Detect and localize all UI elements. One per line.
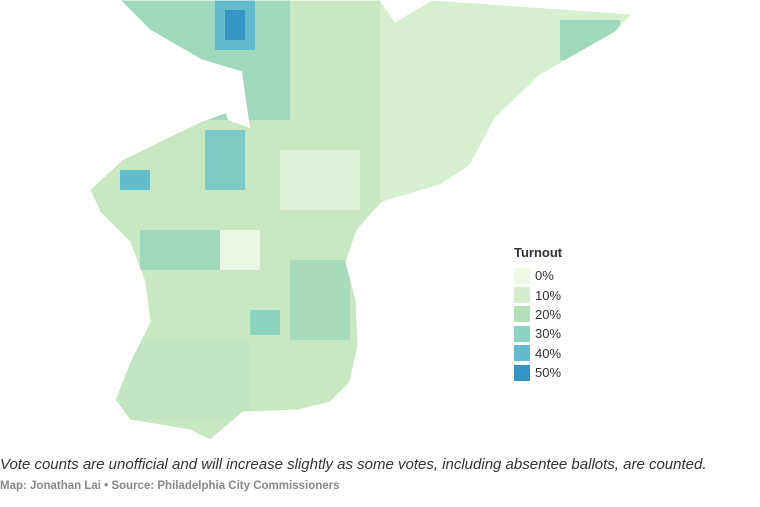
turnout-choropleth-map[interactable] [0, 0, 760, 450]
legend-swatch [514, 345, 530, 362]
south-high-area [250, 310, 280, 335]
legend-item: 0% [514, 266, 562, 285]
south-area [290, 260, 350, 340]
legend-label: 0% [535, 268, 554, 284]
legend-swatch [514, 364, 530, 381]
city-precincts [90, 0, 632, 440]
legend-item: 40% [514, 344, 562, 363]
north-central-area [280, 150, 360, 210]
legend-item: 20% [514, 305, 562, 324]
west-high-area [120, 170, 150, 190]
river-gap [222, 72, 250, 128]
legend-label: 20% [535, 306, 562, 322]
city-boundary [89, 0, 634, 441]
credit-line: Map: Jonathan Lai • Source: Philadelphia… [0, 480, 340, 492]
legend-swatch [514, 325, 530, 342]
west-area [140, 230, 220, 270]
southwest-area [120, 340, 250, 420]
legend-label: 50% [535, 365, 562, 381]
legend-title: Turnout [514, 245, 563, 260]
highest-turnout-area [225, 10, 245, 40]
legend-item: 10% [514, 285, 562, 304]
park-area [205, 130, 245, 190]
legend-swatch [514, 287, 530, 304]
legend-swatch [514, 306, 530, 323]
legend-item: 30% [514, 324, 562, 343]
legend-label: 10% [535, 287, 562, 303]
legend-swatch [514, 267, 530, 284]
legend-label: 30% [535, 326, 562, 342]
legend-item: 50% [514, 363, 562, 382]
low-turnout-area [220, 230, 260, 270]
footnote: Vote counts are unofficial and will incr… [0, 456, 707, 473]
far-northeast-area [560, 20, 620, 60]
legend-label: 40% [535, 345, 562, 361]
northwest-area [120, 0, 290, 120]
legend: Turnout 0% 10% 20% 30% 40% 50% [514, 245, 562, 382]
